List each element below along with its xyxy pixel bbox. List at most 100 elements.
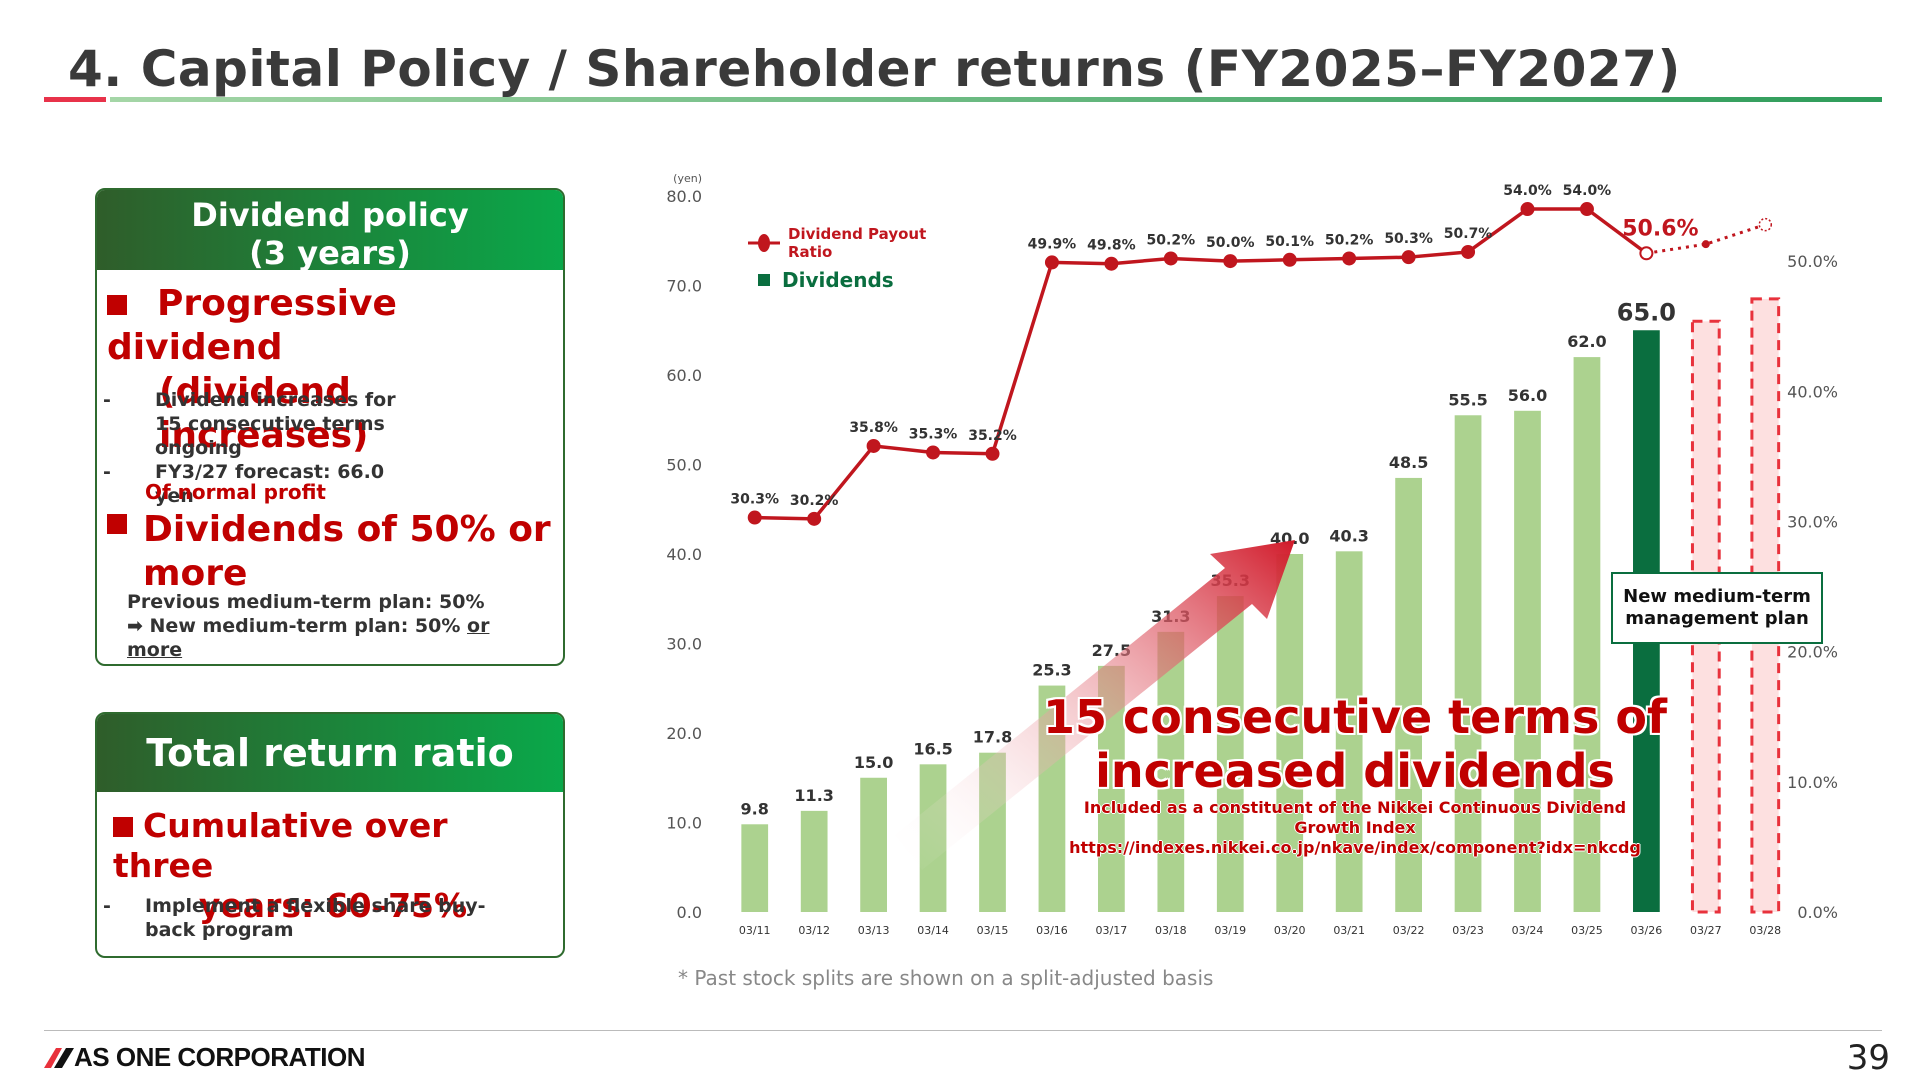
- x-axis-tick: 03/24: [1512, 924, 1544, 937]
- new-plan-text: ➡ New medium-term plan: 50%: [127, 615, 468, 637]
- payout-value-label: 54.0%: [1503, 183, 1552, 199]
- bar: [1335, 551, 1363, 912]
- x-axis-tick: 03/18: [1155, 924, 1187, 937]
- x-axis-tick: 03/23: [1452, 924, 1484, 937]
- consecutive-terms-callout: 15 consecutive terms of increased divide…: [1020, 690, 1690, 858]
- payout-value-label: 49.9%: [1028, 236, 1077, 252]
- bar-value-label: 40.3: [1329, 526, 1368, 545]
- dividend-policy-box: Dividend policy (3 years) Progressive di…: [95, 188, 565, 666]
- x-axis-tick: 03/22: [1393, 924, 1425, 937]
- payout-point: [1520, 202, 1535, 217]
- bar: [800, 810, 828, 912]
- payout-value-label: 50.3%: [1384, 231, 1433, 247]
- title-rule: [110, 97, 1882, 102]
- payout-heading-line1: Dividends of 50% or: [143, 509, 551, 550]
- page-title: 4. Capital Policy / Shareholder returns …: [68, 40, 1681, 98]
- payout-point: [866, 438, 881, 453]
- bar: [1573, 357, 1601, 913]
- title-rule-accent: [44, 97, 106, 102]
- x-axis-tick: 03/19: [1214, 924, 1246, 937]
- payout-value-label: 35.2%: [968, 428, 1017, 444]
- dividend-policy-heading-line2: (3 years): [249, 234, 411, 272]
- page-number: 39: [1846, 1038, 1890, 1078]
- callout-note-url: https://indexes.nikkei.co.jp/nkave/index…: [1069, 838, 1641, 857]
- x-axis-tick: 03/27: [1690, 924, 1722, 937]
- payout-plan-note: Previous medium-term plan: 50% ➡ New med…: [127, 590, 547, 662]
- callout-note-line2: Growth Index: [1294, 818, 1416, 837]
- left-axis-tick: 20.0: [666, 724, 702, 743]
- x-axis-tick: 03/20: [1274, 924, 1306, 937]
- payout-point: [1104, 256, 1119, 271]
- callout-line2: increased dividends: [1095, 744, 1615, 798]
- bar: [1454, 415, 1482, 912]
- bar-value-label: 48.5: [1389, 453, 1428, 472]
- left-axis-tick: 0.0: [677, 903, 702, 922]
- list-item: Dividend increases for 15 consecutive te…: [97, 388, 427, 460]
- medium-term-plan-line2: management plan: [1625, 608, 1809, 629]
- payout-value-label: 35.3%: [909, 426, 958, 442]
- left-axis-tick: 30.0: [666, 635, 702, 654]
- left-axis-tick: 70.0: [666, 277, 702, 296]
- right-axis-tick: 0.0%: [1797, 903, 1838, 922]
- callout-note-line1: Included as a constituent of the Nikkei …: [1083, 798, 1627, 817]
- payout-point: [1282, 252, 1297, 267]
- bar-value-label: 62.0: [1567, 332, 1606, 351]
- legend-bar-swatch: [758, 274, 770, 286]
- company-name: AS ONE CORPORATION: [74, 1041, 365, 1072]
- x-axis-tick: 03/26: [1631, 924, 1663, 937]
- payout-heading: Dividends of 50% or more: [107, 508, 557, 596]
- bullet-square-icon: [107, 514, 127, 534]
- right-axis-tick: 20.0%: [1787, 643, 1838, 662]
- logo-mark-icon: [44, 1048, 74, 1068]
- payout-line: [754, 207, 1648, 521]
- total-return-line1: Cumulative over three: [113, 806, 448, 885]
- bar-value-label: 15.0: [854, 753, 893, 772]
- previous-plan-text: Previous medium-term plan: 50%: [127, 591, 485, 613]
- total-return-box: Total return ratio Cumulative over three…: [95, 712, 565, 958]
- x-axis-tick: 03/13: [858, 924, 890, 937]
- legend-line-marker: [758, 234, 770, 252]
- bar: [860, 777, 887, 912]
- chart-canvas: 0.0 10.0 20.0 30.0 40.0 50.0 60.0 70.0 80.0 (yen)…: [666, 172, 1838, 937]
- bar: [741, 824, 769, 912]
- dividend-policy-heading: Dividend policy (3 years): [97, 190, 563, 272]
- bar-value-label: 11.3: [794, 786, 833, 805]
- payout-heading-line2: more: [143, 553, 248, 594]
- payout-value-label: 30.3%: [730, 492, 779, 508]
- left-axis-tick: 50.0: [666, 456, 702, 475]
- normal-profit-label: Of normal profit: [145, 480, 326, 504]
- payout-value-label: 30.2%: [790, 493, 839, 509]
- trend-arrow-icon: [895, 540, 1295, 870]
- x-axis-tick: 03/15: [977, 924, 1009, 937]
- legend-line-label: Ratio: [788, 243, 832, 261]
- bar: [1514, 410, 1541, 912]
- x-axis-tick: 03/21: [1333, 924, 1365, 937]
- payout-point: [1461, 244, 1476, 259]
- company-logo: AS ONE CORPORATION: [44, 1042, 365, 1072]
- left-axis-tick: 40.0: [666, 545, 702, 564]
- left-axis-tick: 80.0: [666, 187, 702, 206]
- payout-point: [1163, 251, 1178, 266]
- payout-point: [1342, 251, 1357, 266]
- payout-value-label: 50.2%: [1147, 232, 1196, 248]
- payout-point: [807, 511, 822, 526]
- callout-line1: 15 consecutive terms of: [1042, 690, 1667, 744]
- list-item: Implement a flexible share buy-back prog…: [97, 894, 497, 942]
- right-axis-tick: 30.0%: [1787, 512, 1838, 531]
- total-return-bullets: Implement a flexible share buy-back prog…: [97, 894, 497, 942]
- bar: [1395, 477, 1422, 912]
- payout-value-label: 50.7%: [1444, 226, 1493, 242]
- payout-value-label: 50.0%: [1206, 235, 1255, 251]
- bar-value-label: 25.3: [1032, 661, 1071, 680]
- medium-term-plan-label: New medium-term management plan: [1611, 572, 1823, 644]
- new-plan-underline: more: [127, 639, 183, 661]
- legend-line-label: Dividend Payout: [788, 225, 926, 243]
- payout-point: [1639, 246, 1654, 261]
- bar-value-label: 9.8: [741, 799, 769, 818]
- payout-value-label: 35.8%: [849, 420, 898, 436]
- bar: [1216, 596, 1244, 912]
- footnote: * Past stock splits are shown on a split…: [678, 966, 1214, 990]
- bar-value-label: 65.0: [1617, 298, 1676, 326]
- right-axis-tick: 50.0%: [1787, 252, 1838, 271]
- list-item: FY3/27 forecast: 66.0 yen: [97, 460, 427, 508]
